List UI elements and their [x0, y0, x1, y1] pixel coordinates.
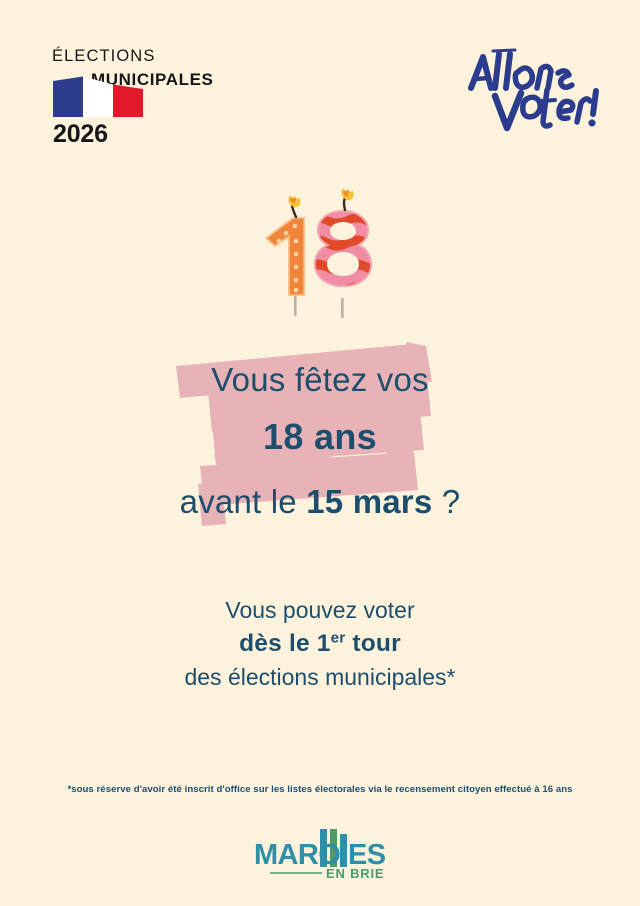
- headline-line-1: Vous fêtez vos: [211, 361, 429, 398]
- gov-logo-line-elections: ÉLECTIONS: [52, 47, 156, 65]
- headline-line-3-after: ?: [432, 483, 461, 520]
- secondary-line-2-before: dès le 1: [239, 629, 331, 657]
- marolles-wordmark-left: MARO: [254, 839, 340, 871]
- headline-line-3-before: avant le: [179, 483, 307, 520]
- gov-logo-line-municipales: MUNICIPALES: [91, 69, 214, 89]
- french-flag-icon: [53, 76, 143, 117]
- candle-digit-eight: [314, 188, 372, 287]
- candle-flame-eight: [341, 188, 354, 201]
- allons-voter-script-icon: [468, 48, 599, 132]
- exclamation-dot-icon: [588, 119, 596, 127]
- marolles-subtitle: EN BRIE: [326, 866, 384, 881]
- marolles-wordmark-right: ES: [348, 839, 386, 871]
- secondary-line-2: dès le 1er tour: [0, 627, 640, 661]
- headline-line-3-bold: 15 mars: [306, 483, 433, 520]
- secondary-message-block: Vous pouvez voter dès le 1er tour des él…: [0, 595, 640, 693]
- allons-voter-logo: [463, 48, 603, 138]
- candle-stick-eight: [341, 298, 344, 318]
- secondary-line-1: Vous pouvez voter: [225, 597, 415, 623]
- headline-block: Vous fêtez vos 18 ans avant le 15 mars ?: [0, 336, 640, 536]
- headline-line-2: 18 ans: [263, 416, 377, 457]
- elections-municipales-logo: ÉLECTIONS MUNICIPALES 2026: [52, 48, 282, 153]
- marolles-en-brie-logo: MARO ES EN BRIE: [252, 827, 392, 881]
- secondary-line-2-ordinal: er: [330, 629, 346, 647]
- footnote: *sous réserve d'avoir été inscrit d'offi…: [67, 784, 573, 795]
- candle-flame-one: [288, 195, 301, 208]
- secondary-line-3: des élections municipales*: [184, 663, 456, 690]
- birthday-candles-illustration: [248, 186, 400, 338]
- secondary-line-2-after: tour: [345, 629, 401, 657]
- candle-digit-one: [265, 195, 305, 296]
- gov-logo-year: 2026: [53, 120, 108, 148]
- candle-stick-one: [294, 294, 297, 316]
- candles-18-icon: [265, 188, 372, 318]
- marolles-logo-icon: MARO ES EN BRIE: [254, 829, 386, 881]
- headline-line-3: avant le 15 mars ?: [0, 455, 640, 518]
- pink-brush-highlight: [176, 342, 432, 526]
